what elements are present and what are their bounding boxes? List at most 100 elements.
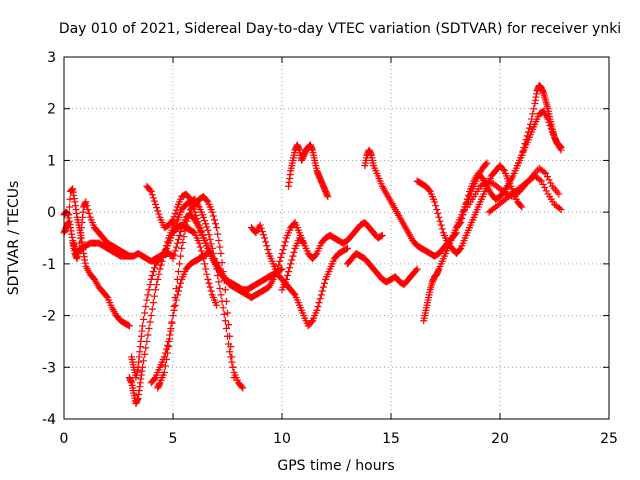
data-point-marker	[217, 250, 225, 258]
data-point-marker	[146, 281, 154, 289]
data-point-marker	[195, 239, 203, 247]
data-point-marker	[313, 306, 321, 314]
data-point-marker	[518, 203, 526, 211]
y-tick-label: 3	[47, 50, 56, 66]
data-point-marker	[125, 252, 133, 260]
data-point-marker	[547, 179, 555, 187]
series-arc-n	[343, 250, 421, 289]
data-point-marker	[285, 268, 293, 276]
data-point-marker	[197, 247, 205, 255]
x-tick-label: 10	[273, 431, 291, 447]
data-point-marker	[166, 331, 174, 339]
data-point-marker	[203, 270, 211, 278]
data-point-marker	[149, 268, 157, 276]
data-point-marker	[142, 303, 150, 311]
series-arc-g	[128, 221, 221, 382]
data-point-marker	[148, 305, 156, 313]
data-point-marker	[204, 275, 212, 283]
data-point-marker	[150, 197, 158, 205]
data-point-marker	[436, 217, 444, 225]
data-point-marker	[530, 105, 538, 113]
data-point-marker	[125, 322, 133, 330]
data-point-marker	[144, 291, 152, 299]
data-points	[60, 81, 565, 407]
data-point-marker	[321, 279, 329, 287]
data-point-marker	[262, 238, 270, 246]
data-point-marker	[485, 178, 493, 186]
data-point-marker	[276, 257, 284, 265]
data-point-marker	[196, 243, 204, 251]
data-point-marker	[286, 264, 294, 272]
data-point-marker	[146, 318, 154, 326]
data-point-marker	[213, 224, 221, 232]
data-point-marker	[312, 251, 320, 259]
data-point-marker	[153, 204, 161, 212]
data-point-marker	[521, 140, 529, 148]
data-point-marker	[486, 178, 494, 186]
data-point-marker	[545, 176, 553, 184]
data-point-marker	[161, 362, 169, 370]
x-tick-label: 5	[169, 431, 178, 447]
data-point-marker	[171, 301, 179, 309]
data-point-marker	[141, 309, 149, 317]
data-point-marker	[207, 287, 215, 295]
data-point-marker	[83, 202, 91, 210]
data-point-marker	[280, 242, 288, 250]
data-point-marker	[214, 230, 222, 238]
data-point-marker	[228, 353, 236, 361]
data-point-marker	[140, 357, 148, 365]
data-point-marker	[278, 250, 286, 258]
data-point-marker	[141, 350, 149, 358]
y-tick-label: 0	[47, 205, 56, 221]
data-point-marker	[172, 243, 180, 251]
data-point-marker	[221, 317, 229, 325]
data-point-marker	[315, 299, 323, 307]
data-point-marker	[208, 208, 216, 216]
data-point-marker	[483, 159, 491, 167]
series-arc-o	[413, 162, 526, 258]
data-point-marker	[413, 265, 421, 273]
data-point-marker	[149, 299, 157, 307]
data-point-marker	[537, 177, 545, 185]
series-arc-t	[485, 172, 565, 216]
x-axis-label: GPS time / hours	[277, 458, 394, 474]
series-arc-m	[361, 146, 460, 260]
data-point-marker	[202, 265, 210, 273]
data-point-marker	[180, 233, 188, 241]
data-point-marker	[483, 177, 491, 185]
data-point-marker	[212, 220, 220, 228]
data-point-marker	[290, 290, 298, 298]
data-point-marker	[277, 266, 285, 274]
x-tick-label: 0	[60, 431, 69, 447]
data-point-marker	[458, 215, 466, 223]
data-point-marker	[221, 286, 229, 294]
data-point-marker	[290, 248, 298, 256]
y-tick-label: -4	[42, 412, 56, 428]
y-axis-label: SDTVAR / TECUs	[6, 181, 22, 296]
data-point-marker	[279, 246, 287, 254]
data-point-marker	[343, 244, 351, 252]
data-point-marker	[177, 252, 185, 260]
data-point-marker	[170, 213, 178, 221]
data-point-marker	[324, 193, 332, 201]
data-point-marker	[210, 216, 218, 224]
data-point-marker	[157, 261, 165, 269]
data-point-marker	[213, 301, 221, 309]
data-point-marker	[167, 325, 175, 332]
data-point-marker	[281, 238, 289, 246]
y-tick-label: -3	[42, 360, 56, 376]
data-point-marker	[283, 271, 291, 279]
data-point-marker	[201, 260, 209, 268]
data-point-marker	[229, 363, 237, 371]
data-point-marker	[186, 195, 194, 203]
data-point-marker	[319, 283, 327, 291]
data-point-marker	[172, 296, 180, 304]
data-point-marker	[225, 321, 233, 329]
data-point-marker	[318, 287, 326, 295]
data-point-marker	[168, 318, 176, 326]
data-point-marker	[185, 194, 193, 202]
data-point-marker	[224, 309, 231, 317]
data-point-marker	[457, 218, 465, 226]
data-point-marker	[482, 160, 490, 168]
